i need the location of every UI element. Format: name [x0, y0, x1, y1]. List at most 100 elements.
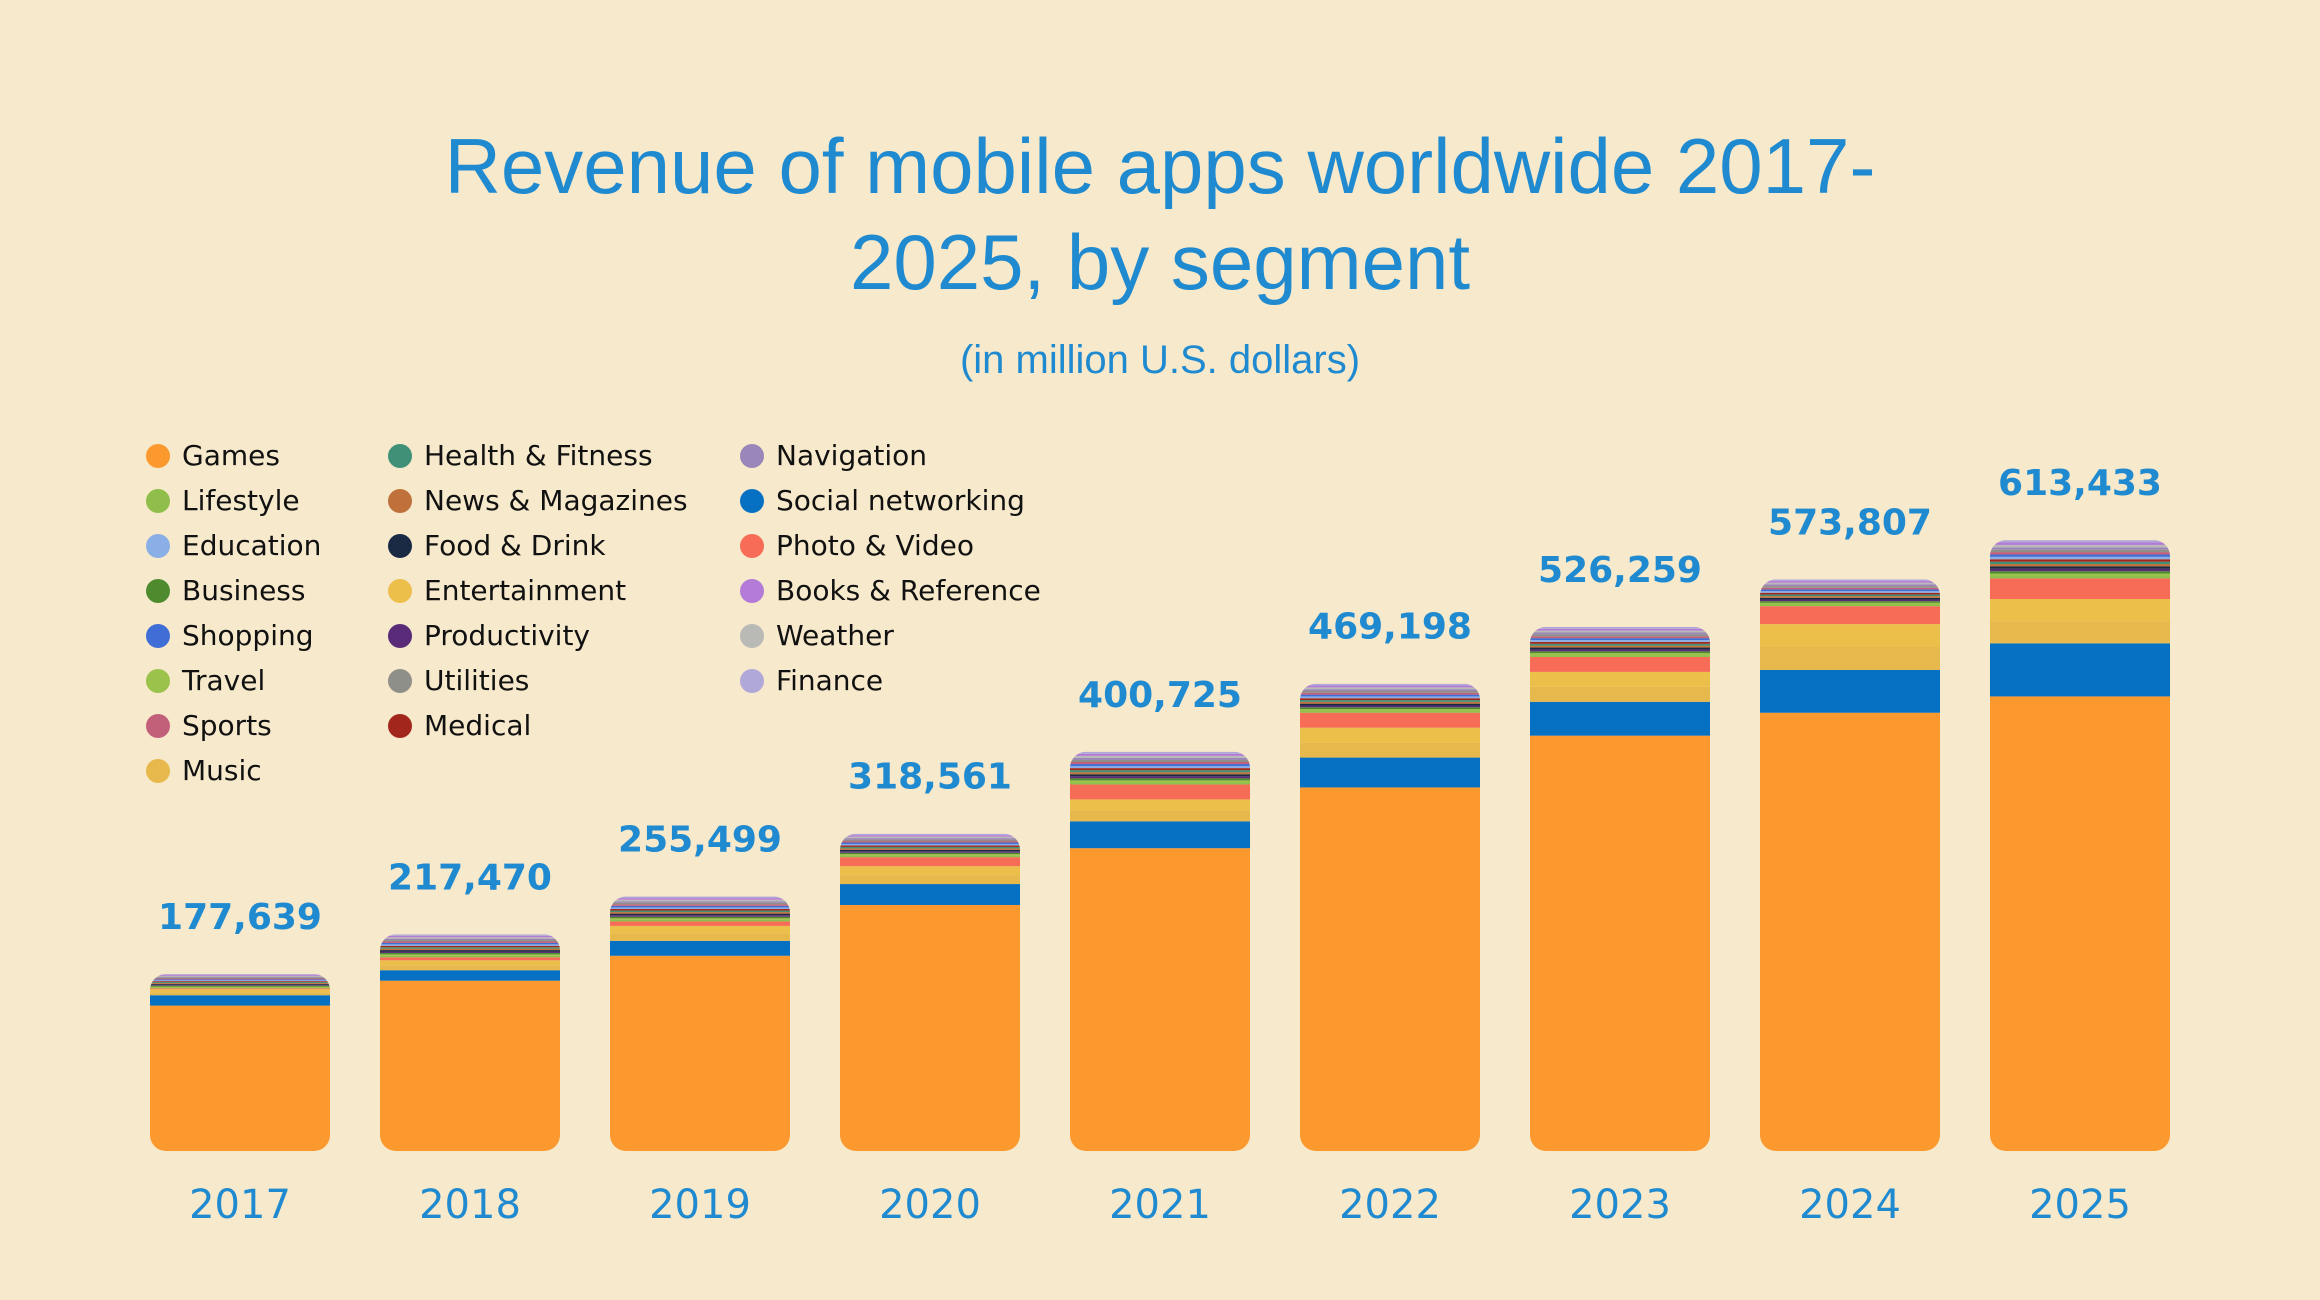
bar-segment	[610, 896, 790, 899]
legend-label: Health & Fitness	[424, 439, 653, 472]
legend-swatch	[740, 489, 764, 513]
total-label: 177,639	[158, 897, 322, 938]
bar-segment	[840, 854, 1020, 856]
bar-segment	[1760, 581, 1940, 583]
bar-segment	[1530, 735, 1710, 1151]
bar-segment	[1990, 578, 2170, 599]
bar-segment	[1070, 799, 1250, 811]
bar-stack	[1530, 626, 1710, 1151]
bar-segment	[840, 833, 1020, 836]
bar-segment	[1300, 698, 1480, 701]
bar-segment	[1070, 774, 1250, 777]
bar-segment	[840, 835, 1020, 837]
bar-segment	[1530, 640, 1710, 642]
bar-segment	[380, 980, 560, 1151]
bar-segment	[1760, 587, 1940, 590]
bar-segment	[380, 965, 560, 971]
bar-segment	[150, 978, 330, 980]
bar-segment	[150, 987, 330, 989]
bar-segment	[840, 845, 1020, 847]
bar-segment	[1530, 636, 1710, 639]
bar-segment	[380, 955, 560, 958]
bar-segment	[1990, 547, 2170, 550]
legend-swatch	[740, 444, 764, 468]
bar-segment	[1760, 669, 1940, 713]
bar-segment	[1760, 606, 1940, 625]
bar-segment	[1530, 651, 1710, 654]
bar-segment	[840, 841, 1020, 843]
bar-segment	[1070, 780, 1250, 783]
bar-segment	[150, 976, 330, 978]
legend-swatch	[146, 489, 170, 513]
bar-segment	[150, 982, 330, 983]
bar-segment	[610, 899, 790, 902]
bar-segment	[1990, 643, 2170, 697]
bar-segment	[1530, 626, 1710, 629]
bar-segment	[1990, 696, 2170, 1151]
bar-segment	[380, 948, 560, 951]
legend-swatch	[388, 624, 412, 648]
bar-segment	[1760, 712, 1940, 1151]
bar-segment	[150, 988, 330, 990]
bar-segment	[380, 970, 560, 981]
bar-segment	[1760, 584, 1940, 587]
legend-swatch	[146, 759, 170, 783]
bar-segment	[1070, 848, 1250, 1151]
bar-segment	[150, 985, 330, 987]
bar-segment	[840, 839, 1020, 842]
bar-segment	[1760, 604, 1940, 607]
bar-segment	[610, 919, 790, 922]
x-tick-label: 2025	[2029, 1182, 2131, 1228]
bar-segment	[380, 954, 560, 956]
bar-segment	[610, 901, 790, 903]
bar-segment	[380, 941, 560, 943]
bar-segment	[1760, 579, 1940, 582]
bar-segment	[610, 907, 790, 909]
bar-segment	[1990, 559, 2170, 562]
bar-segment	[840, 848, 1020, 850]
legend-label: Navigation	[776, 439, 927, 472]
bar-segment	[1990, 540, 2170, 543]
bar-segment	[1530, 641, 1710, 644]
bar-segment	[1530, 701, 1710, 736]
legend-swatch	[388, 444, 412, 468]
bar-segment	[1990, 621, 2170, 644]
bar-segment	[1300, 703, 1480, 706]
bar-segment	[1530, 656, 1710, 672]
x-tick-label: 2018	[419, 1182, 521, 1228]
bar-segment	[1760, 582, 1940, 585]
bar-segment	[1070, 757, 1250, 760]
legend-swatch	[146, 624, 170, 648]
bar-segment	[1070, 759, 1250, 762]
bar-segment	[840, 836, 1020, 839]
bar-segment	[610, 905, 790, 908]
bar-segment	[1300, 685, 1480, 688]
bar-segment	[610, 915, 790, 917]
bar-segment	[1990, 598, 2170, 622]
bar-stack	[1300, 683, 1480, 1151]
legend-swatch	[146, 714, 170, 738]
bar-segment	[1990, 554, 2170, 557]
bar-stack	[1990, 540, 2170, 1151]
bar-stack	[150, 974, 330, 1151]
bar-segment	[610, 921, 790, 926]
bar-stack	[840, 833, 1020, 1151]
bar-segment	[1990, 556, 2170, 560]
bar-segment	[1070, 776, 1250, 779]
bar-segment	[150, 977, 330, 979]
bar-segment	[610, 918, 790, 920]
bar-segment	[1760, 601, 1940, 603]
bar-segment	[1990, 566, 2170, 569]
bar-segment	[1530, 686, 1710, 702]
bar-segment	[1070, 755, 1250, 758]
bar-segment	[1530, 653, 1710, 656]
bar-stack	[610, 896, 790, 1151]
bar-segment	[380, 960, 560, 966]
bar-segment	[1070, 751, 1250, 754]
bar-segment	[1990, 571, 2170, 574]
bar-segment	[1070, 772, 1250, 775]
bar-segment	[1070, 770, 1250, 773]
bar-segment	[380, 947, 560, 949]
legend-label: Medical	[424, 709, 531, 742]
